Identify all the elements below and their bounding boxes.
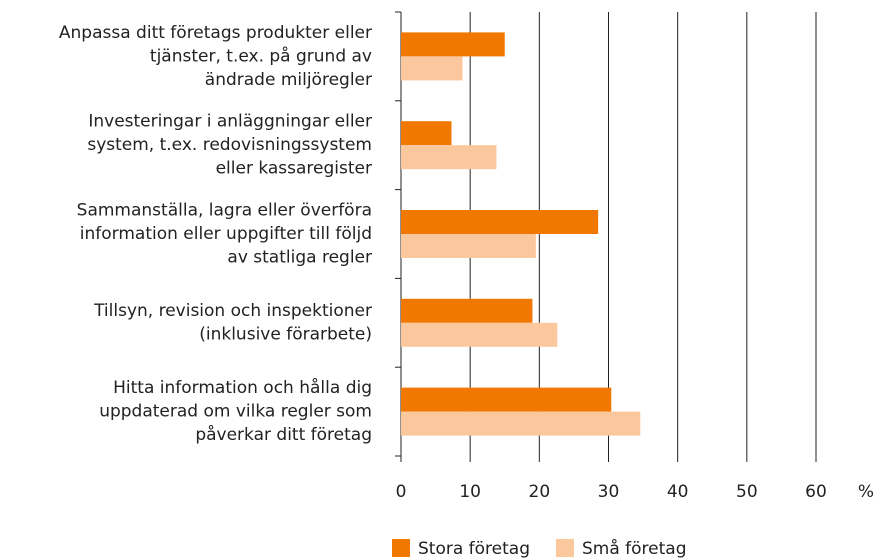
- x-tick-label: 40: [667, 482, 689, 502]
- x-tick-label: 60: [805, 482, 827, 502]
- y-tick-label: påverkar ditt företag: [195, 424, 372, 445]
- x-tick-label: 50: [736, 482, 758, 502]
- legend-label: Små företag: [582, 538, 687, 559]
- y-tick-label: Sammanställa, lagra eller överföra: [77, 201, 372, 221]
- bar: [401, 210, 599, 234]
- bar: [401, 411, 641, 436]
- bar: [401, 32, 505, 57]
- bar: [401, 121, 452, 146]
- y-tick-label: Hitta information och hålla dig: [113, 377, 372, 398]
- x-tick-label: 30: [598, 482, 620, 502]
- x-tick-label: 10: [459, 482, 481, 502]
- y-tick-label: uppdaterad om vilka regler som: [99, 402, 372, 422]
- y-tick-label: Anpassa ditt företags produkter eller: [59, 23, 372, 43]
- y-tick-label: ändrade miljöregler: [205, 70, 372, 90]
- y-tick-label: av statliga regler: [227, 248, 372, 268]
- y-tick-label: tjänster, t.ex. på grund av: [150, 45, 372, 66]
- x-unit: %: [858, 482, 874, 502]
- legend-swatch: [556, 539, 574, 557]
- y-tick-label: system, t.ex. redovisningssystem: [87, 135, 372, 155]
- bar: [401, 322, 558, 347]
- bar: [401, 234, 536, 258]
- bar: [401, 145, 497, 170]
- bar: [401, 298, 533, 323]
- x-tick-label: 20: [529, 482, 551, 502]
- y-tick-label: eller kassaregister: [216, 159, 372, 179]
- legend-swatch: [392, 539, 410, 557]
- legend-label: Stora företag: [418, 539, 530, 559]
- bar: [401, 387, 612, 412]
- y-tick-label: Investeringar i anläggningar eller: [88, 112, 372, 132]
- x-tick-label: 0: [396, 482, 407, 502]
- y-tick-label: Tillsyn, revision och inspektioner: [93, 301, 372, 321]
- y-tick-label: (inklusive förarbete): [199, 325, 372, 345]
- bar: [401, 56, 463, 81]
- y-tick-label: information eller uppgifter till följd: [80, 224, 372, 244]
